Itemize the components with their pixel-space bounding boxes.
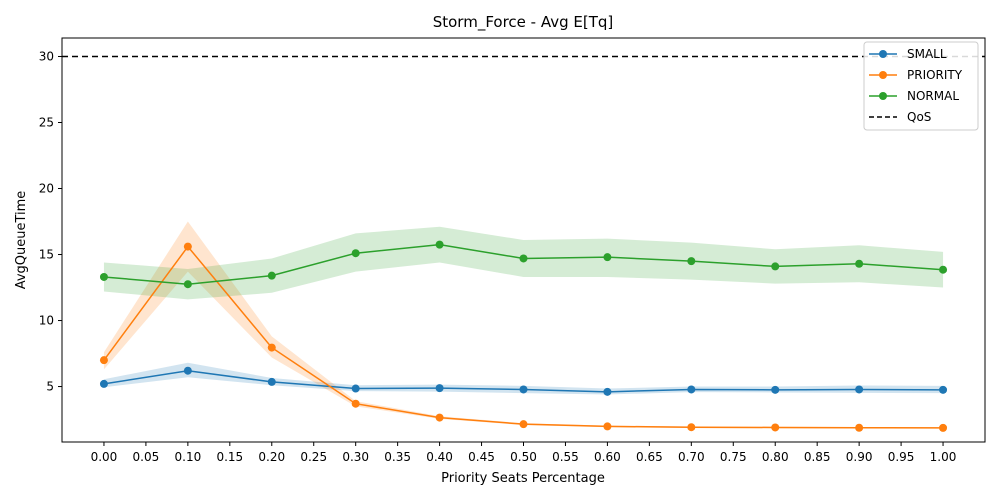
legend-marker — [879, 50, 887, 58]
legend-label: QoS — [907, 110, 931, 124]
data-point-small — [855, 385, 864, 394]
x-tick-label: 0.25 — [300, 450, 327, 464]
x-axis: 0.00 0.05 0.10 0.15 0.20 0.25 0.30 0.35 0.40 0.45… — [91, 442, 957, 464]
data-point-small — [603, 387, 612, 396]
data-point-priority — [183, 242, 192, 251]
data-point-normal — [519, 254, 528, 263]
confidence-band-small — [103, 362, 944, 395]
data-point-small — [519, 385, 528, 394]
x-tick-label: 0.40 — [426, 450, 453, 464]
y-tick-label: 10 — [39, 314, 54, 328]
data-point-small — [99, 379, 108, 388]
data-point-priority — [687, 423, 696, 432]
legend-label: NORMAL — [907, 89, 959, 103]
data-point-priority — [603, 422, 612, 431]
x-tick-label: 0.70 — [678, 450, 705, 464]
x-tick-label: 0.20 — [258, 450, 285, 464]
x-tick-label: 0.00 — [91, 450, 118, 464]
legend-marker — [879, 71, 887, 79]
y-tick-label: 20 — [39, 182, 54, 196]
data-point-normal — [687, 257, 696, 266]
data-point-small — [351, 384, 360, 393]
legend-label: SMALL — [907, 47, 947, 61]
legend-label: PRIORITY — [907, 68, 963, 82]
confidence-band-normal — [103, 226, 944, 300]
legend-box — [863, 41, 979, 131]
plot-area — [62, 55, 985, 432]
x-tick-label: 0.50 — [510, 450, 537, 464]
y-tick-label: 5 — [46, 380, 54, 394]
data-point-normal — [771, 262, 780, 271]
confidence-band-priority — [103, 221, 944, 429]
data-point-normal — [183, 280, 192, 289]
data-point-normal — [939, 265, 948, 274]
x-tick-label: 0.65 — [636, 450, 663, 464]
data-point-normal — [435, 240, 444, 249]
data-point-small — [183, 366, 192, 375]
x-tick-label: 0.05 — [133, 450, 160, 464]
data-point-small — [435, 384, 444, 393]
data-point-small — [771, 385, 780, 394]
x-tick-label: 0.95 — [888, 450, 915, 464]
x-tick-label: 0.10 — [175, 450, 202, 464]
data-point-priority — [855, 423, 864, 432]
x-tick-label: 0.80 — [762, 450, 789, 464]
legend-marker — [879, 92, 887, 100]
y-tick-label: 30 — [39, 49, 54, 63]
data-point-small — [267, 377, 276, 386]
data-point-priority — [267, 343, 276, 352]
chart-title: Storm_Force - Avg E[Tq] — [433, 13, 614, 32]
x-tick-label: 0.15 — [216, 450, 243, 464]
data-point-priority — [939, 423, 948, 432]
x-tick-label: 0.90 — [846, 450, 873, 464]
data-point-priority — [351, 399, 360, 408]
x-axis-title: Priority Seats Percentage — [441, 471, 605, 486]
x-tick-label: 0.85 — [804, 450, 831, 464]
y-tick-label: 25 — [39, 115, 54, 129]
x-tick-label: 0.45 — [468, 450, 495, 464]
x-tick-label: 0.75 — [720, 450, 747, 464]
y-tick-label: 15 — [39, 248, 54, 262]
data-point-normal — [351, 249, 360, 258]
x-tick-label: 1.00 — [930, 450, 957, 464]
data-point-priority — [435, 413, 444, 422]
y-axis: 5 10 15 20 25 30 — [39, 49, 62, 394]
data-point-priority — [519, 420, 528, 429]
data-point-small — [939, 385, 948, 394]
x-tick-label: 0.55 — [552, 450, 579, 464]
data-point-normal — [99, 272, 108, 281]
x-tick-label: 0.30 — [342, 450, 369, 464]
x-tick-label: 0.35 — [384, 450, 411, 464]
y-axis-title: AvgQueueTime — [14, 191, 29, 290]
data-point-small — [687, 385, 696, 394]
data-point-normal — [603, 253, 612, 262]
data-point-normal — [267, 271, 276, 280]
legend: SMALL PRIORITY NORMAL QoS — [863, 41, 979, 131]
data-point-normal — [855, 259, 864, 268]
data-point-priority — [771, 423, 780, 432]
data-point-priority — [99, 356, 108, 365]
x-tick-label: 0.60 — [594, 450, 621, 464]
